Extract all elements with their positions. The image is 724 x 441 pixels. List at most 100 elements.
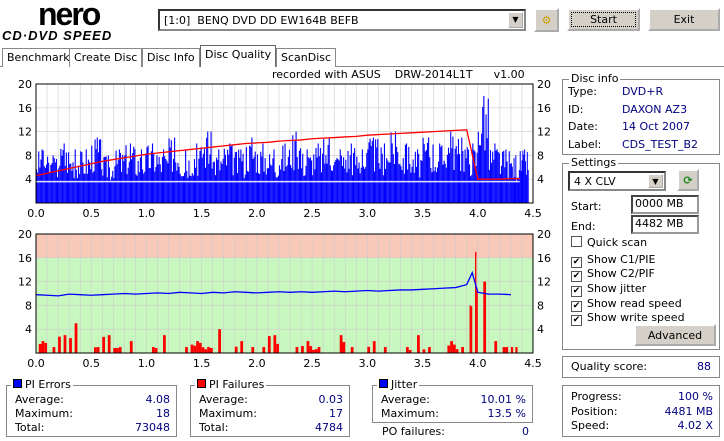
pi-failure-bar xyxy=(193,345,197,353)
pi-error-bar xyxy=(200,147,202,203)
show-c1-pie-checkbox[interactable]: ✔ Show C1/PIE xyxy=(571,253,655,268)
pi-error-bar xyxy=(494,143,496,203)
pi-error-bar xyxy=(234,152,236,203)
refresh-speed-button[interactable]: ⟳ xyxy=(677,169,699,191)
gears-icon: ⚙ xyxy=(541,13,552,27)
pi-error-bar xyxy=(520,170,522,203)
pi-error-bar xyxy=(150,151,152,203)
pi-failure-bar xyxy=(461,347,464,353)
tab-disc-info[interactable]: Disc Info xyxy=(142,48,200,67)
pi-error-bar xyxy=(453,169,455,203)
bad-zone-band xyxy=(36,234,533,258)
pi-error-bar xyxy=(85,149,87,203)
pi-error-bar xyxy=(187,177,189,203)
advanced-button[interactable]: Advanced xyxy=(634,324,716,346)
pi-error-bar xyxy=(407,169,409,203)
pi-error-bar xyxy=(358,162,360,203)
pi-error-bar xyxy=(245,147,247,203)
chevron-down-icon[interactable]: ▼ xyxy=(508,12,523,28)
pi-failure-bar xyxy=(118,347,122,353)
pi-error-bar xyxy=(486,138,488,203)
pi-error-bar xyxy=(348,168,350,203)
pi-error-bar xyxy=(512,178,514,203)
drive-refresh-button[interactable]: ⚙ xyxy=(534,8,559,32)
chevron-down-icon[interactable]: ▼ xyxy=(648,174,663,188)
pi-error-bar xyxy=(293,170,295,203)
quick-scan-checkbox[interactable]: Quick scan xyxy=(571,236,647,249)
pi-error-bar xyxy=(273,149,275,203)
pi-failure-bar xyxy=(218,329,221,353)
pi-error-bar xyxy=(491,162,493,203)
pi-error-bar xyxy=(147,145,149,203)
show-jitter-checkbox[interactable]: ✔ Show jitter xyxy=(571,282,646,297)
speed-select[interactable]: 4 X CLV ▼ xyxy=(568,171,666,191)
pi-error-bar xyxy=(484,150,486,203)
tab-scandisc[interactable]: ScanDisc xyxy=(276,48,337,67)
pi-errors-box: PI Errors Average: 4.08 Maximum: 18 Total:… xyxy=(6,378,177,437)
pi-error-bar xyxy=(183,172,186,203)
pi-error-bar xyxy=(72,162,74,203)
pi-error-bar xyxy=(259,174,261,203)
pi-error-bar xyxy=(82,162,84,203)
pi-error-bar xyxy=(59,165,61,203)
y-tick-label: 16 xyxy=(18,102,32,115)
x-tick-label: 0.0 xyxy=(27,207,45,220)
pi-error-bar xyxy=(211,168,213,203)
pi-failure-bar xyxy=(475,251,477,353)
drive-select[interactable]: [1:0] BENQ DVD DD EW164B BEFB ▼ xyxy=(158,9,526,31)
pi-error-bar xyxy=(483,95,485,203)
pi-error-bar xyxy=(125,145,127,203)
pi-error-bar xyxy=(195,167,197,203)
x-tick-label: 2.5 xyxy=(303,207,321,220)
pi-error-bar xyxy=(525,174,527,203)
pi-error-bar xyxy=(385,168,387,203)
start-input[interactable]: 0000 MB xyxy=(631,195,699,214)
pi-error-bar xyxy=(269,154,271,203)
pi-error-bar xyxy=(159,164,161,203)
y2-tick-label: 20 xyxy=(537,78,551,91)
pi-error-bar xyxy=(248,171,250,203)
pi-error-bar xyxy=(295,131,297,203)
pi-failure-bar xyxy=(502,347,506,353)
pi-error-bar xyxy=(109,180,112,203)
pi-error-bar xyxy=(505,149,507,203)
avg-label: Average: xyxy=(15,393,64,406)
tab-disc-quality[interactable]: Disc Quality xyxy=(200,45,277,67)
end-input[interactable]: 4482 MB xyxy=(631,215,699,234)
pi-error-bar xyxy=(315,147,317,203)
pi-error-bar xyxy=(455,146,457,203)
tab-benchmark[interactable]: Benchmark xyxy=(2,48,75,67)
total-label: Total: xyxy=(199,421,229,434)
max-label: Maximum: xyxy=(199,407,257,420)
exit-button[interactable]: Exit xyxy=(648,8,720,31)
pi-error-bar xyxy=(379,168,381,203)
pi-errors-max: 18 xyxy=(156,407,170,420)
pi-error-bar xyxy=(283,170,285,203)
pi-error-bar xyxy=(219,170,221,203)
pi-error-bar xyxy=(81,152,83,203)
pi-error-bar xyxy=(454,148,456,203)
pi-failure-bar xyxy=(116,348,119,353)
pi-failure-bar xyxy=(107,335,111,353)
pi-error-bar xyxy=(414,151,416,203)
pi-error-bar xyxy=(83,173,85,203)
start-button[interactable]: Start xyxy=(567,8,640,31)
show-write-speed-checkbox[interactable]: ✔ Show write speed xyxy=(571,311,685,326)
pi-error-bar xyxy=(296,157,298,203)
show-read-speed-checkbox[interactable]: ✔ Show read speed xyxy=(571,297,682,312)
y-tick-label: 16 xyxy=(18,252,32,265)
pi-error-bar xyxy=(80,151,82,203)
pi-failure-bar xyxy=(185,347,188,353)
pi-failure-bar xyxy=(96,347,100,353)
pi-error-bar xyxy=(260,151,262,203)
jitter-avg: 10.01 % xyxy=(480,393,526,406)
pi-error-bar xyxy=(419,177,421,203)
pi-error-bar xyxy=(403,173,405,203)
pi-error-bar xyxy=(190,176,192,203)
show-c2-pif-checkbox[interactable]: ✔ Show C2/PIF xyxy=(571,267,655,282)
pi-failure-bar xyxy=(455,349,459,353)
tab-create-disc[interactable]: Create Disc xyxy=(69,48,143,67)
pi-error-bar xyxy=(404,144,406,203)
avg-label: Average: xyxy=(199,393,248,406)
pi-error-bar xyxy=(233,157,235,203)
